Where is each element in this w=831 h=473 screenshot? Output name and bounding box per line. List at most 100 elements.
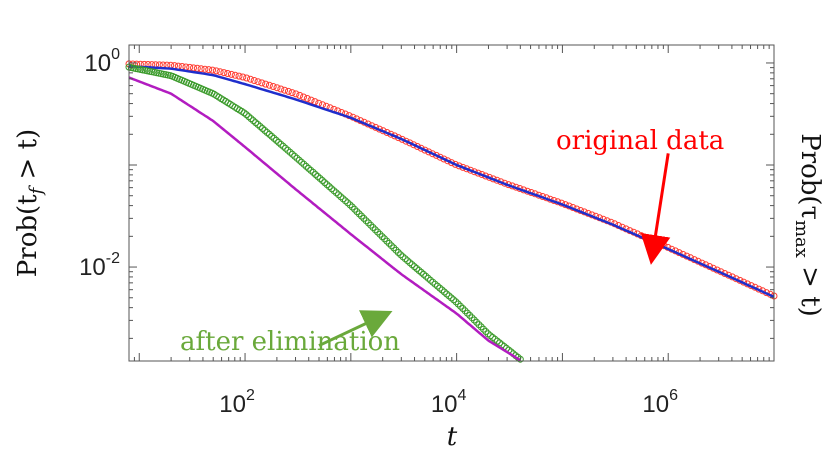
- series-point: [362, 217, 370, 225]
- series-point: [459, 305, 467, 312]
- series-point: [484, 330, 492, 338]
- series-point: [440, 288, 448, 296]
- series-point: [295, 156, 303, 164]
- series-point: [406, 259, 414, 267]
- series-point: [209, 66, 216, 74]
- series-point: [328, 185, 336, 193]
- series-point: [220, 69, 228, 77]
- series-line-3: [128, 76, 521, 362]
- y-axis-label-right: Prob(τmax > t): [791, 133, 825, 317]
- series-point: [302, 162, 310, 170]
- series-point: [413, 143, 421, 150]
- series-point: [440, 155, 448, 163]
- series-point: [292, 90, 300, 98]
- series-point: [410, 141, 418, 149]
- series-point: [250, 77, 258, 84]
- series-point: [284, 87, 292, 95]
- series-point: [296, 91, 304, 99]
- series-point: [311, 98, 319, 106]
- series-point: [265, 81, 273, 89]
- series-point: [318, 177, 326, 184]
- series-point: [323, 181, 331, 189]
- series-point: [293, 154, 301, 162]
- series-point: [300, 160, 308, 168]
- series-point: [263, 129, 271, 136]
- series-point: [420, 270, 428, 278]
- series-point: [390, 244, 398, 252]
- series-point: [242, 111, 250, 119]
- original-data-annotation: original data: [556, 126, 724, 156]
- series-point: [369, 224, 377, 231]
- series-point: [270, 134, 278, 142]
- series-point: [272, 136, 280, 144]
- series-point: [247, 115, 255, 123]
- series-point: [277, 85, 285, 93]
- series-point: [341, 197, 349, 205]
- series-point: [344, 199, 352, 207]
- series-point: [477, 323, 485, 331]
- series-point: [417, 144, 425, 152]
- series-point: [480, 325, 487, 333]
- series-point: [461, 307, 469, 315]
- series-point: [254, 78, 262, 86]
- series-point: [392, 246, 400, 254]
- series-point: [239, 73, 247, 81]
- series-point: [436, 284, 444, 292]
- series-point: [448, 159, 455, 167]
- x-tick-label: 106: [642, 387, 678, 418]
- series-point: [397, 251, 405, 259]
- series-point: [256, 123, 264, 130]
- series-point: [291, 152, 299, 160]
- series-point: [321, 179, 329, 187]
- series-point: [275, 138, 283, 146]
- series-point: [284, 146, 292, 154]
- series-point: [254, 121, 262, 128]
- series-point: [381, 235, 388, 243]
- series-point: [450, 296, 458, 304]
- series-point: [269, 83, 277, 90]
- series-point: [364, 219, 372, 227]
- series-point: [212, 67, 220, 75]
- series-layer: [125, 60, 778, 363]
- series-3: [128, 76, 521, 362]
- y-tick-label: 100: [84, 46, 120, 77]
- series-point: [273, 84, 281, 92]
- series-point: [394, 249, 402, 256]
- series-point: [325, 183, 333, 191]
- series-point: [417, 268, 425, 276]
- series-point: [470, 316, 478, 324]
- series-point: [401, 255, 409, 263]
- tick-layer: 102 104 106 100 10-2: [79, 45, 775, 418]
- x-tick-label: 102: [219, 387, 255, 418]
- series-point: [201, 65, 209, 73]
- series-point: [486, 332, 494, 340]
- x-tick-label: 104: [431, 387, 467, 418]
- series-point: [305, 164, 312, 172]
- series-point: [424, 274, 432, 282]
- y-axis-label-left: Prob(tf > t): [13, 129, 47, 277]
- series-point: [205, 66, 213, 74]
- series-point: [408, 261, 416, 269]
- series-point: [475, 321, 483, 329]
- x-axis-label: t: [447, 422, 458, 452]
- series-point: [335, 191, 342, 199]
- series-point: [288, 150, 296, 158]
- series-point: [330, 187, 338, 195]
- series-point: [265, 130, 273, 138]
- series-point: [332, 189, 340, 197]
- series-point: [434, 282, 441, 290]
- series-point: [307, 96, 315, 104]
- series-point: [258, 79, 266, 87]
- series-point: [249, 117, 257, 125]
- series-point: [355, 210, 363, 218]
- series-point: [415, 267, 423, 274]
- after-elimination-annotation: after elimination: [180, 327, 400, 357]
- series-point: [429, 278, 437, 286]
- series-point: [360, 214, 368, 222]
- series-point: [339, 195, 347, 203]
- series-point: [316, 175, 324, 182]
- after-elimination-arrow: [318, 310, 393, 347]
- series-point: [404, 257, 411, 265]
- series-point: [358, 212, 365, 220]
- series-point: [351, 205, 359, 213]
